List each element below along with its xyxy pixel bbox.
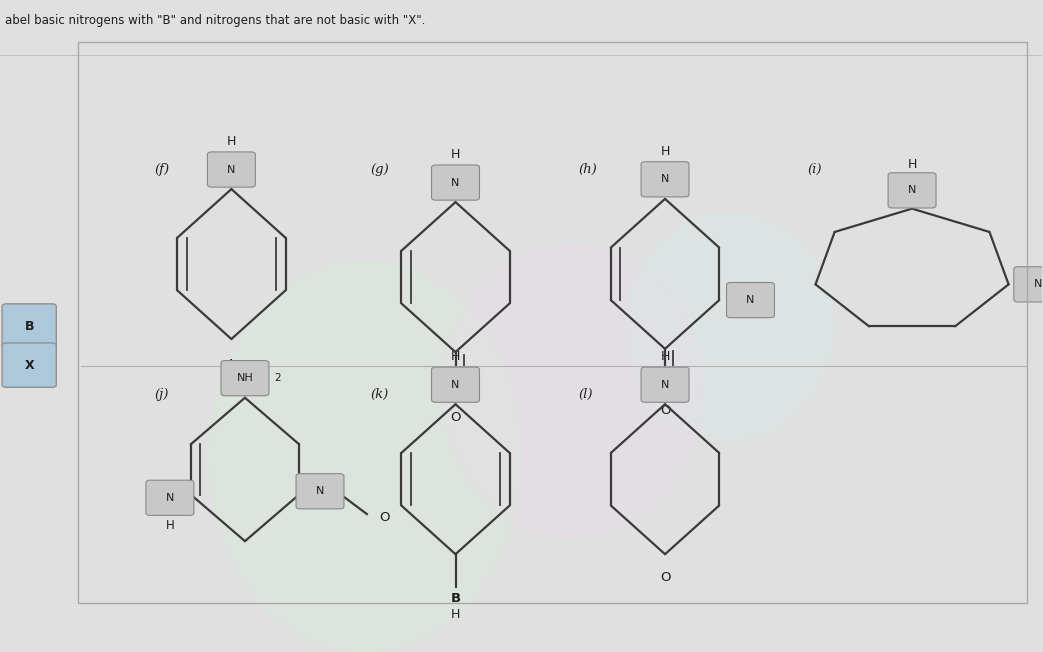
Text: +: + bbox=[223, 355, 240, 375]
FancyBboxPatch shape bbox=[727, 282, 775, 318]
Text: X: X bbox=[24, 359, 34, 372]
FancyBboxPatch shape bbox=[146, 480, 194, 515]
FancyBboxPatch shape bbox=[208, 152, 256, 187]
Text: (h): (h) bbox=[579, 163, 598, 176]
Text: N: N bbox=[166, 493, 174, 503]
Text: B: B bbox=[24, 319, 34, 333]
FancyBboxPatch shape bbox=[432, 165, 480, 200]
Bar bbox=[78, 42, 1026, 603]
FancyBboxPatch shape bbox=[888, 173, 936, 208]
Text: N: N bbox=[661, 174, 670, 185]
Text: O: O bbox=[660, 570, 671, 584]
Text: H: H bbox=[226, 135, 236, 148]
FancyBboxPatch shape bbox=[221, 361, 269, 396]
Text: H: H bbox=[907, 158, 917, 171]
Text: N: N bbox=[747, 295, 755, 305]
Text: H: H bbox=[660, 145, 670, 158]
Ellipse shape bbox=[209, 261, 522, 652]
Text: 2: 2 bbox=[274, 373, 281, 383]
Ellipse shape bbox=[443, 244, 704, 538]
Text: H: H bbox=[451, 148, 460, 161]
Text: (g): (g) bbox=[370, 163, 389, 176]
Text: (f): (f) bbox=[154, 163, 169, 176]
Text: O: O bbox=[380, 511, 390, 524]
FancyBboxPatch shape bbox=[296, 473, 344, 509]
Text: N: N bbox=[661, 379, 670, 390]
FancyBboxPatch shape bbox=[1014, 267, 1043, 302]
Text: (j): (j) bbox=[154, 388, 169, 401]
Text: N: N bbox=[907, 185, 916, 196]
Text: H: H bbox=[451, 350, 460, 363]
Text: H: H bbox=[451, 608, 460, 621]
Text: H: H bbox=[660, 350, 670, 363]
Text: O: O bbox=[660, 404, 671, 417]
FancyBboxPatch shape bbox=[432, 367, 480, 402]
Text: H: H bbox=[166, 520, 174, 532]
Text: B: B bbox=[451, 592, 461, 605]
Ellipse shape bbox=[626, 212, 834, 440]
FancyBboxPatch shape bbox=[2, 304, 56, 348]
FancyBboxPatch shape bbox=[641, 367, 689, 402]
Text: (k): (k) bbox=[370, 388, 388, 401]
Text: N: N bbox=[452, 177, 460, 188]
Text: N: N bbox=[452, 379, 460, 390]
Text: N: N bbox=[316, 486, 324, 496]
Text: N: N bbox=[1034, 279, 1042, 289]
Text: abel basic nitrogens with "B" and nitrogens that are not basic with "X".: abel basic nitrogens with "B" and nitrog… bbox=[5, 14, 426, 27]
Text: O: O bbox=[451, 411, 461, 424]
Text: NH: NH bbox=[237, 373, 253, 383]
FancyBboxPatch shape bbox=[641, 162, 689, 197]
FancyBboxPatch shape bbox=[2, 343, 56, 387]
Text: (l): (l) bbox=[579, 388, 593, 401]
Text: N: N bbox=[227, 164, 236, 175]
Text: (i): (i) bbox=[808, 163, 822, 176]
